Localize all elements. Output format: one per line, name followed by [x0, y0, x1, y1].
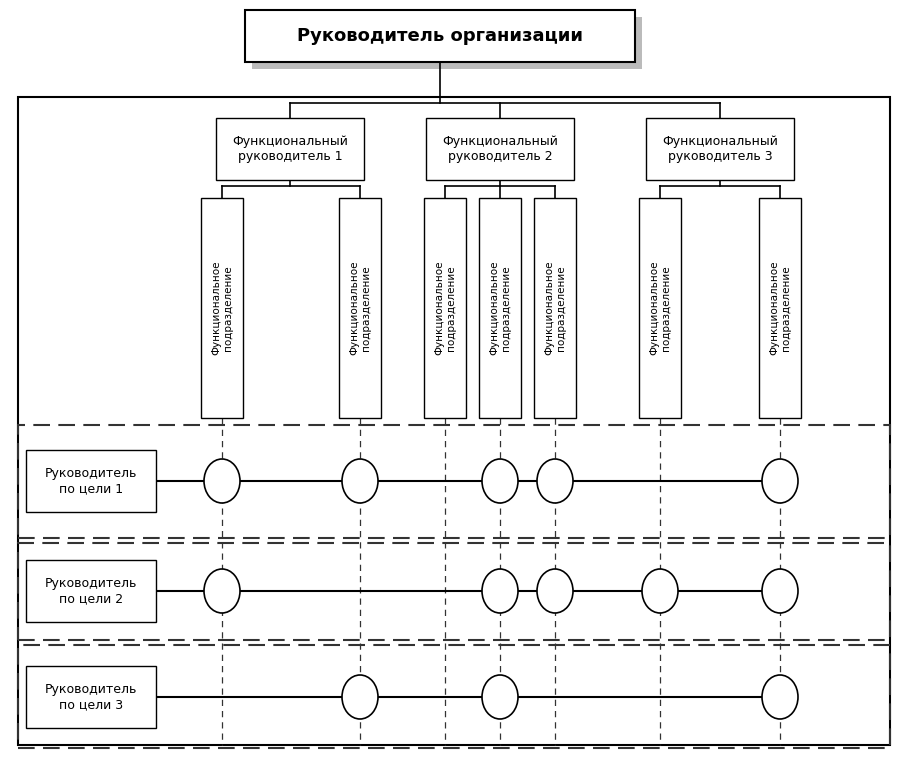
- Bar: [252, 17, 642, 69]
- Ellipse shape: [482, 459, 518, 503]
- Text: Функциональное
подразделение: Функциональное подразделение: [544, 261, 566, 355]
- Ellipse shape: [204, 569, 240, 613]
- Bar: [201, 198, 243, 418]
- Bar: [479, 198, 521, 418]
- Ellipse shape: [642, 569, 678, 613]
- Text: Функциональное
подразделение: Функциональное подразделение: [489, 261, 511, 355]
- Bar: [339, 198, 381, 418]
- Bar: [18, 97, 890, 745]
- Bar: [426, 118, 574, 180]
- Ellipse shape: [762, 675, 798, 719]
- Text: Функциональный
руководитель 3: Функциональный руководитель 3: [662, 135, 778, 163]
- Text: Функциональный
руководитель 1: Функциональный руководитель 1: [232, 135, 348, 163]
- Ellipse shape: [482, 569, 518, 613]
- Text: Функциональный
руководитель 2: Функциональный руководитель 2: [442, 135, 558, 163]
- Bar: [646, 118, 794, 180]
- Ellipse shape: [342, 675, 378, 719]
- Text: Функциональное
подразделение: Функциональное подразделение: [649, 261, 671, 355]
- Text: Руководитель организации: Руководитель организации: [297, 27, 583, 45]
- Ellipse shape: [762, 459, 798, 503]
- Bar: [26, 666, 156, 728]
- Bar: [216, 118, 364, 180]
- Ellipse shape: [762, 569, 798, 613]
- Text: Руководитель
по цели 3: Руководитель по цели 3: [44, 683, 137, 711]
- Bar: [639, 198, 681, 418]
- Text: Руководитель
по цели 2: Руководитель по цели 2: [44, 577, 137, 605]
- Ellipse shape: [537, 569, 573, 613]
- Ellipse shape: [204, 459, 240, 503]
- Text: Функциональное
подразделение: Функциональное подразделение: [349, 261, 371, 355]
- Text: Функциональное
подразделение: Функциональное подразделение: [434, 261, 456, 355]
- Text: Руководитель
по цели 1: Руководитель по цели 1: [44, 467, 137, 495]
- Bar: [245, 10, 635, 62]
- Bar: [534, 198, 576, 418]
- Bar: [759, 198, 801, 418]
- Bar: [424, 198, 466, 418]
- Bar: [26, 450, 156, 512]
- Text: Функциональное
подразделение: Функциональное подразделение: [769, 261, 791, 355]
- Bar: [18, 645, 890, 748]
- Bar: [18, 543, 890, 640]
- Ellipse shape: [482, 675, 518, 719]
- Text: Функциональное
подразделение: Функциональное подразделение: [211, 261, 233, 355]
- Ellipse shape: [537, 459, 573, 503]
- Ellipse shape: [342, 459, 378, 503]
- Bar: [18, 425, 890, 538]
- Bar: [26, 560, 156, 622]
